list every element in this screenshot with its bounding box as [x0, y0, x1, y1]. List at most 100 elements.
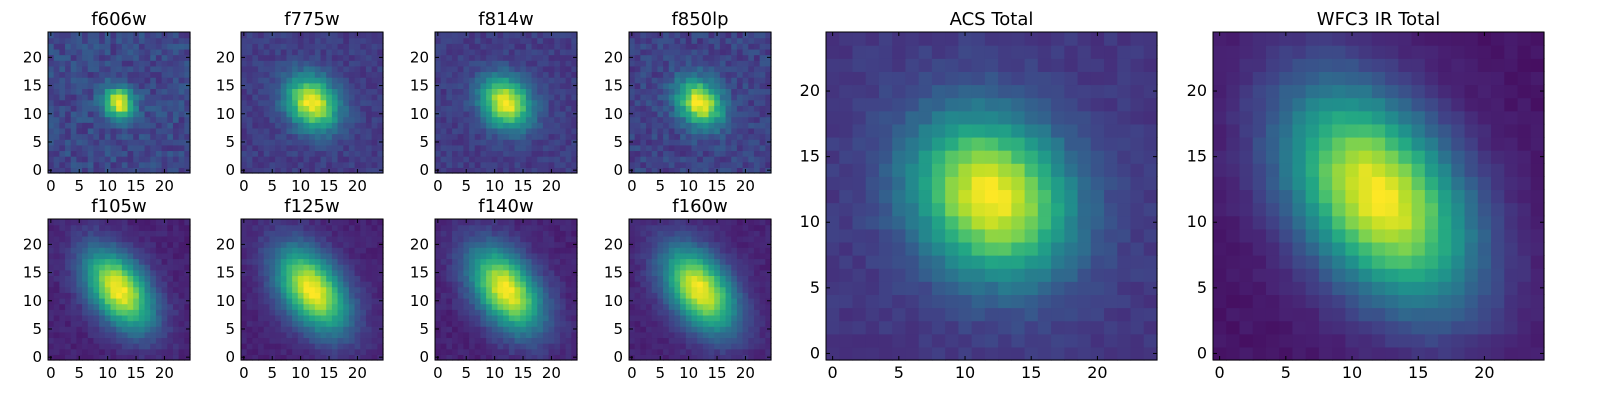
heatmap-cell	[469, 82, 476, 89]
heatmap-cell	[241, 258, 248, 265]
heatmap-cell	[457, 343, 464, 350]
heatmap-cell	[275, 292, 282, 299]
heatmap-cell	[514, 110, 521, 118]
heatmap-cell	[537, 326, 544, 333]
heatmap-cell	[537, 116, 544, 123]
heatmap-cell	[680, 71, 687, 78]
heatmap-cell	[668, 297, 676, 305]
heatmap-cell	[320, 348, 327, 355]
heatmap-cell	[320, 230, 327, 237]
heatmap-cell	[138, 281, 146, 288]
heatmap-cell	[463, 297, 470, 305]
heatmap-cell	[548, 235, 555, 243]
heatmap-cell	[725, 54, 732, 61]
heatmap-cell	[646, 314, 653, 322]
heatmap-cell	[155, 161, 163, 168]
heatmap-cell	[252, 156, 259, 163]
heatmap-cell	[452, 71, 459, 78]
heatmap-cell	[172, 343, 180, 350]
heatmap-cell	[309, 281, 316, 288]
heatmap-cell	[144, 241, 151, 248]
heatmap-cell	[446, 264, 453, 271]
heatmap-cell	[144, 219, 151, 226]
heatmap-cell	[167, 71, 174, 78]
heatmap-cell	[446, 241, 453, 248]
heatmap-cell	[446, 32, 453, 39]
heatmap-cell	[172, 219, 180, 226]
heatmap-cell	[99, 110, 106, 118]
heatmap-cell	[303, 127, 310, 135]
heatmap-cell	[326, 297, 333, 305]
heatmap-cell	[59, 127, 66, 135]
heatmap-cell	[708, 60, 715, 67]
heatmap-cell	[663, 297, 670, 305]
heatmap-cell	[121, 60, 129, 67]
heatmap-cell	[178, 297, 185, 305]
heatmap-cell	[286, 94, 293, 101]
heatmap-cell	[674, 116, 681, 123]
heatmap-cell	[65, 258, 72, 265]
heatmap-cell	[742, 133, 749, 140]
heatmap-cell	[571, 99, 578, 106]
heatmap-cell	[508, 331, 516, 339]
heatmap-cells	[435, 32, 578, 174]
heatmap-cell	[76, 127, 83, 135]
heatmap-cell	[76, 161, 83, 168]
heatmap-cell	[646, 60, 653, 67]
heatmap-cell	[640, 269, 647, 276]
heatmap-cell	[537, 286, 544, 293]
heatmap-cell	[314, 82, 322, 89]
heatmap-cell	[548, 320, 555, 327]
heatmap-cell	[514, 60, 521, 67]
heatmap-cell	[258, 264, 265, 271]
heatmap-cell	[719, 71, 727, 78]
heatmap-cell	[371, 60, 378, 67]
heatmap-cell	[320, 337, 327, 344]
heatmap-cell	[753, 156, 761, 163]
heatmap-cell	[258, 77, 265, 84]
heatmap-cell	[377, 281, 384, 288]
heatmap-cell	[765, 32, 772, 39]
heatmap-cell	[371, 144, 378, 152]
heatmap-cell	[155, 241, 163, 248]
heatmap-cell	[292, 82, 299, 89]
heatmap-cell	[525, 314, 533, 322]
heatmap-cell	[365, 82, 373, 89]
heatmap-cell	[59, 99, 66, 106]
heatmap-cell	[559, 60, 567, 67]
heatmap-cell	[668, 286, 676, 293]
heatmap-cell	[508, 258, 516, 265]
heatmap-cell	[685, 65, 693, 73]
heatmap-cell	[348, 297, 356, 305]
heatmap-cell	[246, 275, 253, 282]
heatmap-cell	[548, 281, 555, 288]
heatmap-cell	[525, 43, 533, 50]
heatmap-cell	[275, 139, 282, 146]
heatmap-cell	[452, 133, 459, 140]
heatmap-cell	[559, 264, 567, 271]
heatmap-cell	[719, 303, 727, 310]
heatmap-cell	[674, 331, 681, 339]
heatmap-cell	[155, 354, 163, 361]
heatmap-cell	[326, 127, 333, 135]
heatmap-cell	[691, 48, 698, 56]
heatmap-cell	[246, 65, 253, 73]
heatmap-cell	[463, 326, 470, 333]
heatmap-cell	[178, 303, 185, 310]
heatmap-cell	[554, 348, 561, 355]
heatmap-cell	[514, 252, 521, 260]
heatmap-cell	[559, 348, 567, 355]
heatmap-cell	[178, 150, 185, 157]
heatmap-cell	[65, 224, 72, 231]
heatmap-cell	[559, 82, 567, 89]
heatmap-cell	[286, 297, 293, 305]
heatmap-cell	[292, 219, 299, 226]
heatmap-cell	[640, 127, 647, 135]
heatmap-cell	[133, 133, 140, 140]
heatmap-cell	[753, 343, 761, 350]
heatmap-cell	[70, 105, 77, 112]
heatmap-cell	[70, 150, 77, 157]
heatmap-cell	[714, 99, 721, 106]
heatmap-cell	[634, 94, 641, 101]
heatmap-cell	[365, 252, 373, 260]
